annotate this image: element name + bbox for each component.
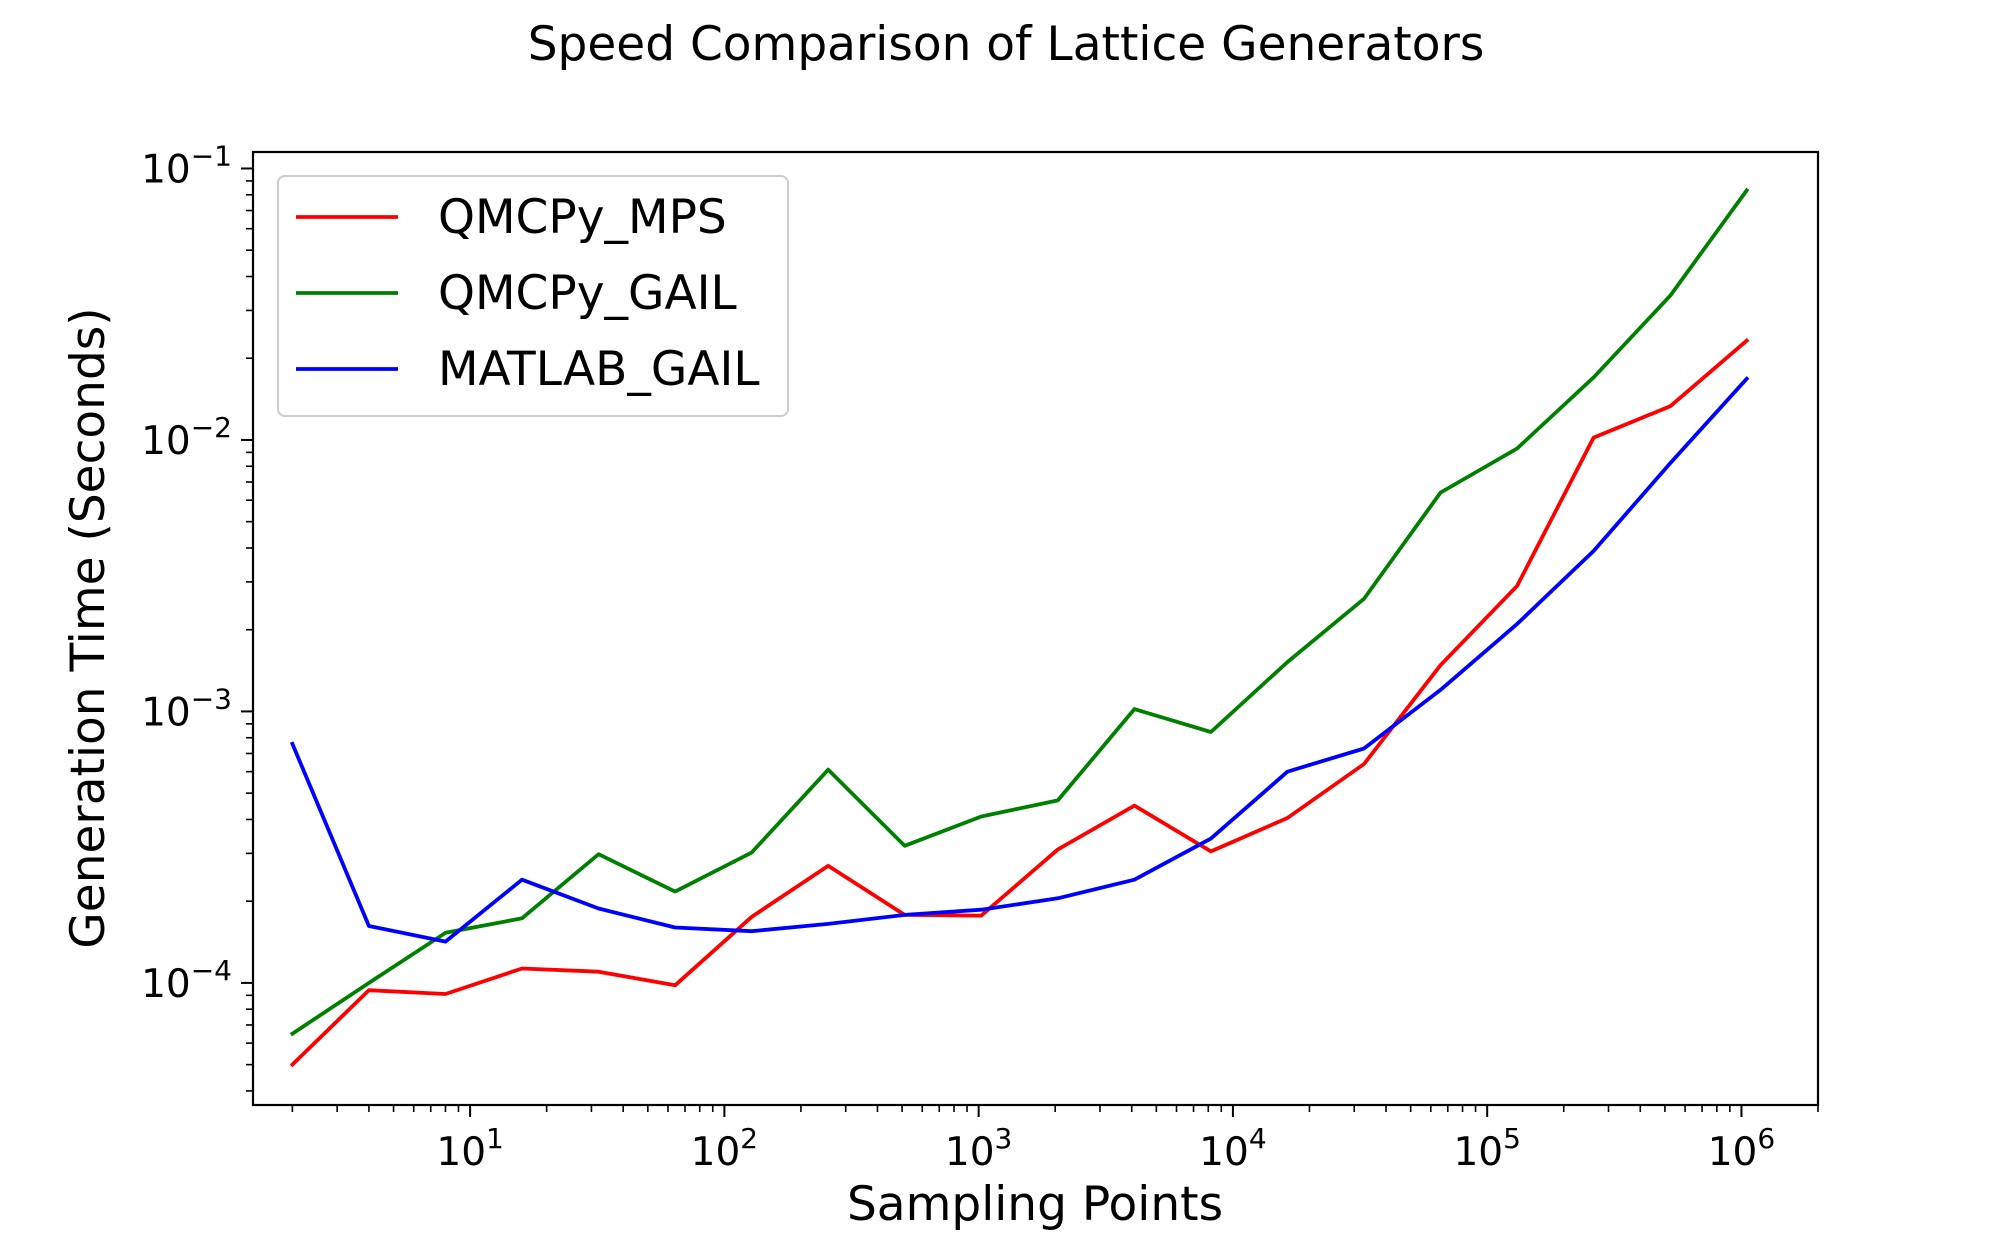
plot-frame [251,150,1820,1107]
legend-label: MATLAB_GAIL [438,342,760,397]
series-line-matlab-gail [289,376,1750,944]
series-line-qmcpy-gail [289,187,1750,1037]
y-tick-label: 10−2 [141,411,232,464]
x-axis-label: Sampling Points [847,1177,1223,1232]
x-tick-label: 101 [436,1122,503,1175]
y-tick-label: 10−3 [141,682,232,735]
x-tick-label: 102 [691,1122,758,1175]
y-axis-label: Generation Time (Seconds) [61,307,116,948]
minor-ticks [246,180,1819,1112]
legend: QMCPy_MPS QMCPy_GAIL MATLAB_GAIL [277,175,789,417]
legend-box [277,175,789,417]
legend-entries: QMCPy_MPS QMCPy_GAIL MATLAB_GAIL [296,190,760,397]
legend-label: QMCPy_GAIL [438,266,737,321]
series-lines [289,187,1750,1068]
tick-labels: 101 102 103 104 105 106 10−4 10−3 10−2 10−1 [141,139,1775,1175]
x-tick-label: 106 [1708,1122,1775,1175]
x-tick-label: 105 [1453,1122,1520,1175]
y-tick-label: 10−4 [141,954,232,1007]
chart-title: Speed Comparison of Lattice Generators [528,17,1485,72]
y-tick-label: 10−1 [141,139,232,192]
x-tick-label: 103 [945,1122,1012,1175]
series-line-qmcpy-mps [289,338,1750,1068]
major-ticks [241,167,1743,1117]
x-tick-label: 104 [1199,1122,1266,1175]
legend-label: QMCPy_MPS [438,190,727,245]
